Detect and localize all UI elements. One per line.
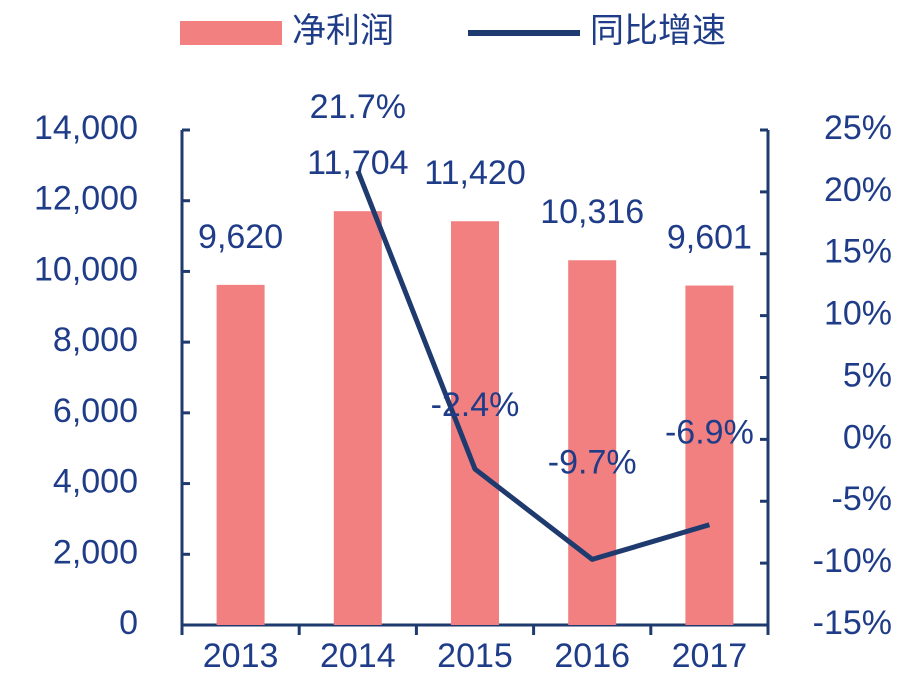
line-value-label: -9.7% [548, 443, 637, 481]
bar-value-label: 10,316 [540, 193, 644, 231]
x-tick-label: 2017 [672, 637, 748, 675]
line-value-label: -2.4% [431, 386, 520, 424]
x-tick-label: 2014 [320, 637, 396, 675]
y2-tick-label: 20% [824, 171, 892, 209]
y-tick-label: 2,000 [53, 533, 138, 571]
x-tick-label: 2013 [203, 637, 279, 675]
y-tick-label: 6,000 [53, 392, 138, 430]
y2-tick-label: 5% [843, 356, 892, 394]
line-value-label: 21.7% [310, 88, 406, 126]
y-tick-label: 8,000 [53, 321, 138, 359]
y-tick-label: 12,000 [34, 180, 138, 218]
bar [568, 260, 617, 625]
legend-swatch [180, 21, 282, 45]
y-tick-label: 14,000 [34, 109, 138, 147]
y2-tick-label: 25% [824, 109, 892, 147]
bar-value-label: 9,620 [198, 218, 283, 256]
bar-value-label: 9,601 [667, 219, 752, 257]
x-tick-label: 2015 [437, 637, 513, 675]
bar-value-label: 11,420 [424, 154, 525, 192]
y2-tick-label: 15% [824, 233, 892, 271]
y2-tick-label: 0% [843, 418, 892, 456]
legend-label: 净利润 [292, 12, 394, 50]
y2-tick-label: -10% [813, 542, 892, 580]
y-tick-label: 10,000 [34, 250, 138, 288]
y-tick-label: 0 [119, 604, 138, 642]
x-tick-label: 2016 [554, 637, 630, 675]
y2-tick-label: -15% [813, 604, 892, 642]
y2-tick-label: 10% [824, 295, 892, 333]
y-tick-label: 4,000 [53, 463, 138, 501]
legend-label: 同比增速 [590, 12, 726, 50]
line-value-label: -6.9% [665, 414, 754, 452]
y2-tick-label: -5% [832, 480, 892, 518]
line [355, 169, 711, 562]
bar [685, 285, 734, 625]
bar [216, 284, 265, 625]
bar [333, 211, 382, 625]
